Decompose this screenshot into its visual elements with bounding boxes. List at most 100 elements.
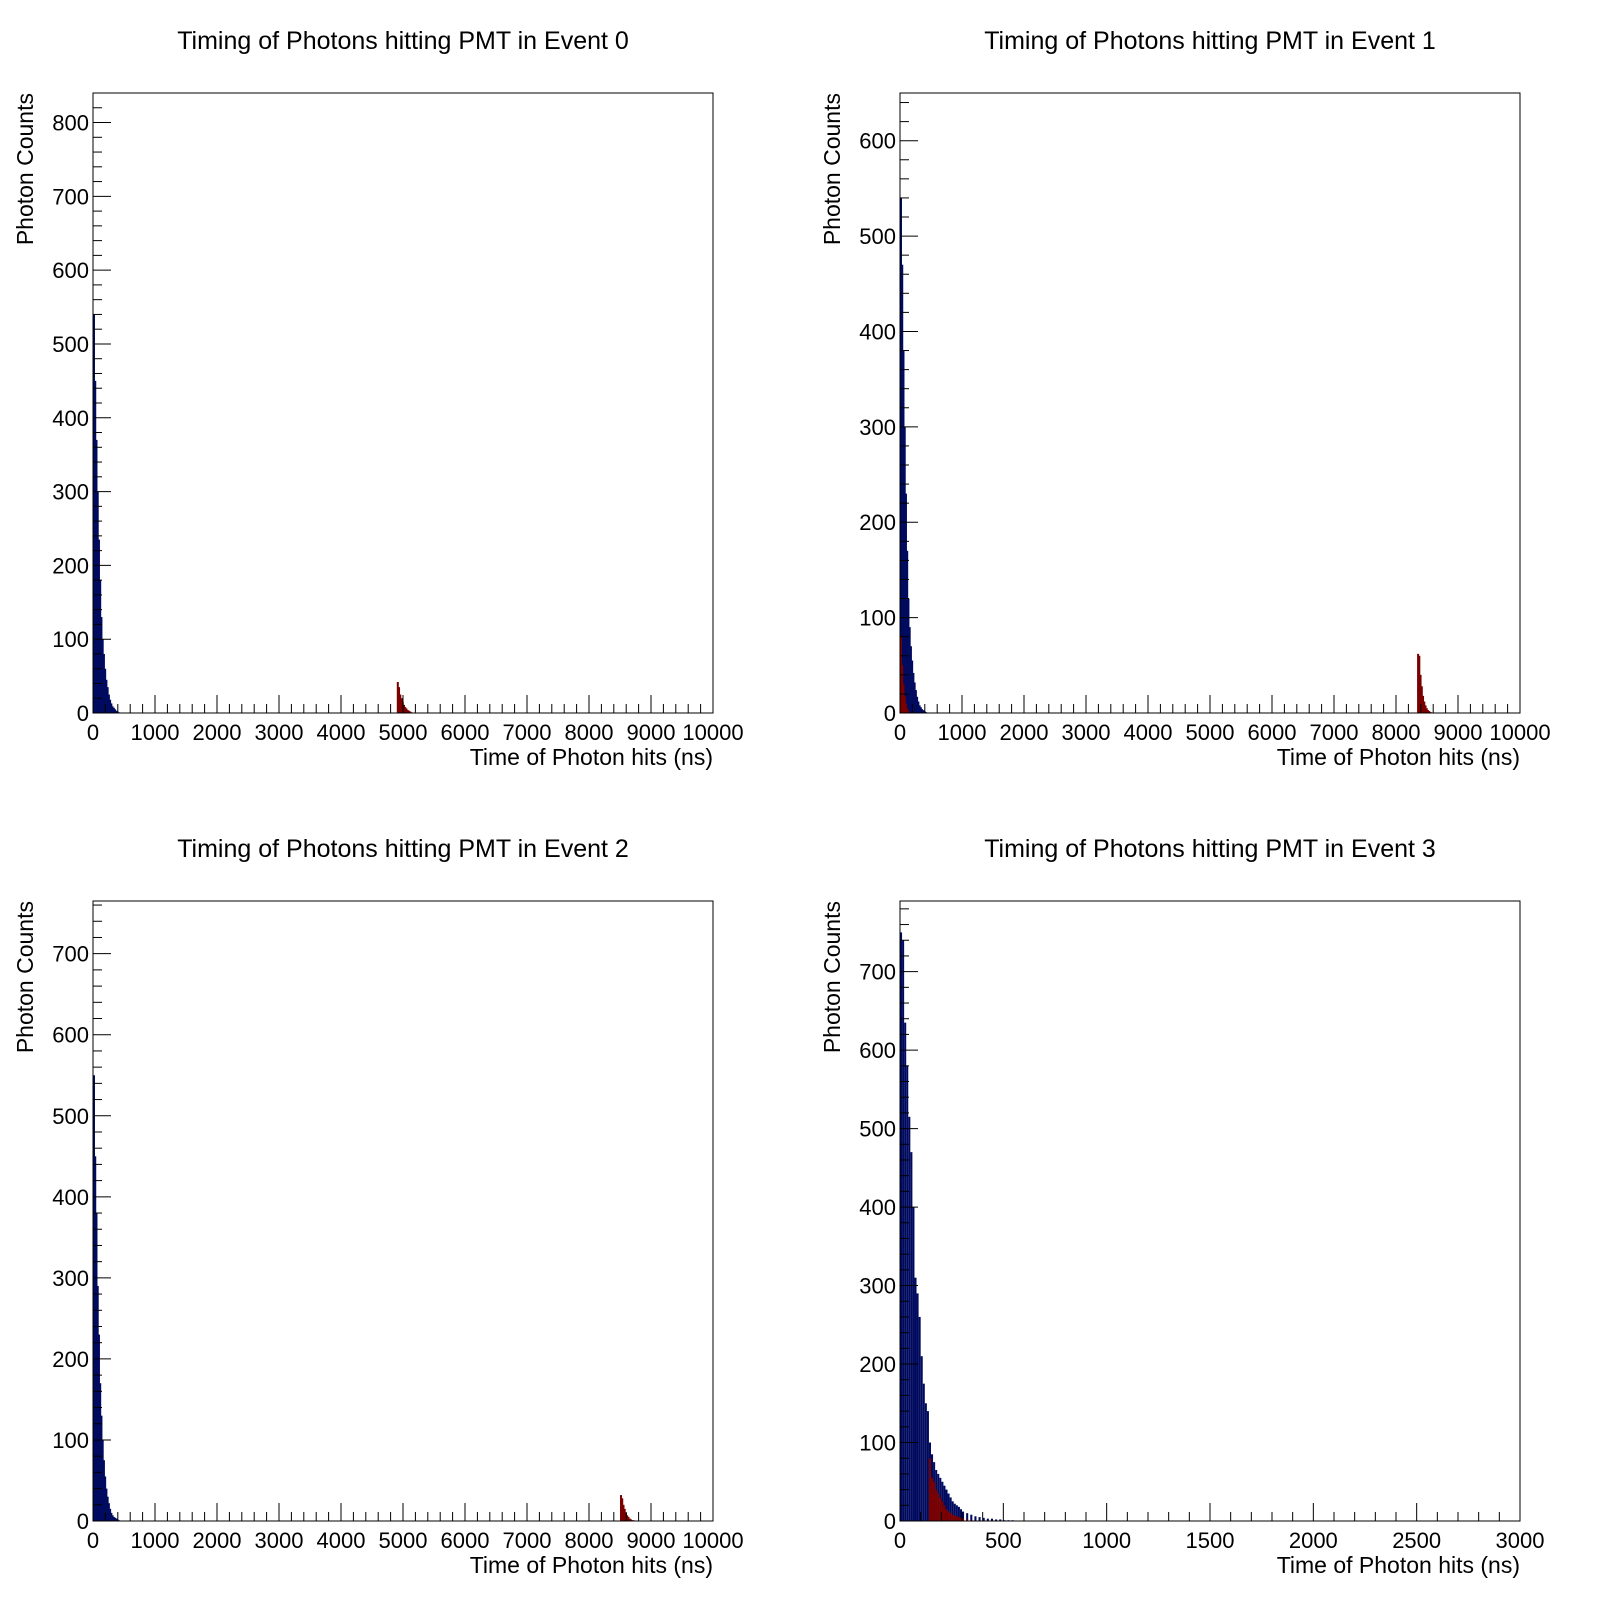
plot-frame [92, 900, 714, 1522]
bar-s0-18 [115, 1518, 118, 1521]
bar-s1-3 [400, 698, 403, 713]
bar-s0-16 [112, 707, 115, 713]
bar-s0-5 [910, 1152, 913, 1521]
bar-s0-10 [920, 1356, 923, 1521]
bar-s0-6 [100, 617, 103, 713]
bar-s0-6 [100, 1415, 103, 1521]
x-tick-label: 1000 [131, 720, 180, 745]
bar-s0-8 [102, 653, 105, 713]
x-tick-label: 4000 [1124, 720, 1173, 745]
bar-s1-3 [623, 1508, 626, 1521]
y-tick-label: 0 [77, 701, 89, 726]
x-tick-label: 10000 [1489, 720, 1550, 745]
bar-s1-7 [628, 1518, 631, 1521]
bar-s0-3 [96, 1285, 99, 1521]
chart-panel-1: Timing of Photons hitting PMT in Event 1… [819, 27, 1551, 770]
y-axis-label: Photon Counts [12, 93, 38, 245]
x-tick-label: 2000 [193, 1528, 242, 1553]
bar-s0-28 [957, 1506, 960, 1521]
bar-s1-2 [902, 684, 905, 713]
x-tick-label: 2000 [1289, 1528, 1338, 1553]
chart-panel-3: Timing of Photons hitting PMT in Event 3… [819, 835, 1544, 1578]
chart-title: Timing of Photons hitting PMT in Event 2 [177, 835, 629, 863]
x-tick-label: 2000 [193, 720, 242, 745]
y-tick-label: 200 [859, 1352, 896, 1377]
bar-s0-0 [93, 314, 95, 713]
y-tick-label: 0 [884, 1509, 896, 1534]
bar-s2-3 [1420, 686, 1423, 713]
bar-s0-7 [101, 1439, 104, 1521]
y-tick-label: 0 [77, 1509, 89, 1534]
bar-s0-7 [914, 1277, 917, 1521]
bar-s0-26 [953, 1503, 956, 1521]
x-tick-label: 8000 [565, 720, 614, 745]
bar-s0-15 [111, 706, 114, 713]
bar-s0-5 [99, 1383, 102, 1521]
bar-s0-1 [902, 940, 905, 1521]
bar-s0-2 [902, 350, 905, 713]
bar-s0-14 [917, 701, 920, 713]
bar-s0-13 [916, 696, 919, 713]
bar-s0-16 [919, 707, 922, 713]
bar-s1-5 [403, 704, 405, 713]
x-tick-label: 3000 [255, 720, 304, 745]
x-tick-label: 1000 [1082, 1528, 1131, 1553]
bar-s2-1 [1418, 655, 1421, 713]
bar-s0-8 [916, 1293, 919, 1521]
bar-s0-2 [95, 439, 98, 713]
bar-s0-14 [110, 703, 113, 713]
x-tick-label: 2500 [1392, 1528, 1441, 1553]
x-tick-label: 1000 [131, 1528, 180, 1553]
y-tick-label: 500 [52, 1104, 89, 1129]
bar-s0-0 [93, 1075, 95, 1521]
bar-s2-0 [1417, 653, 1420, 713]
x-tick-label: 500 [985, 1528, 1022, 1553]
x-tick-label: 4000 [317, 1528, 366, 1553]
bar-s0-17 [114, 709, 117, 713]
bar-s0-21 [943, 1485, 946, 1521]
bar-s0-13 [926, 1411, 929, 1521]
x-tick-label: 4000 [317, 720, 366, 745]
x-tick-label: 1500 [1186, 1528, 1235, 1553]
bar-s1-1 [931, 1477, 934, 1521]
bar-s1-6 [907, 711, 910, 713]
bar-s0-25 [951, 1501, 954, 1521]
bar-s0-9 [918, 1316, 921, 1521]
bar-s0-36 [986, 1518, 989, 1521]
bar-s0-13 [109, 1508, 112, 1521]
bar-s0-3 [96, 491, 99, 713]
bar-s0-23 [947, 1493, 950, 1521]
bar-s0-15 [111, 1515, 114, 1521]
x-tick-label: 7000 [1310, 720, 1359, 745]
y-tick-label: 300 [859, 415, 896, 440]
bar-s0-12 [914, 690, 917, 713]
bar-s0-4 [97, 1334, 100, 1521]
bar-s0-7 [101, 639, 104, 713]
y-tick-label: 700 [859, 960, 896, 985]
bar-s0-10 [105, 1488, 108, 1521]
y-tick-label: 100 [52, 1428, 89, 1453]
x-tick-label: 10000 [682, 1528, 743, 1553]
bar-s0-9 [911, 660, 914, 713]
bar-s0-12 [107, 694, 110, 713]
bar-s1-1 [398, 687, 401, 713]
x-tick-label: 6000 [1248, 720, 1297, 745]
y-tick-label: 400 [52, 1185, 89, 1210]
bar-s1-2 [399, 694, 402, 713]
y-tick-label: 500 [52, 332, 89, 357]
plot-frame [899, 900, 1521, 1522]
x-tick-label: 10000 [682, 720, 743, 745]
y-tick-label: 800 [52, 111, 89, 136]
bar-s1-1 [621, 1498, 624, 1521]
bar-s1-6 [627, 1516, 630, 1521]
bar-s1-7 [405, 708, 408, 713]
x-tick-label: 6000 [441, 1528, 490, 1553]
x-axis-label: Time of Photon hits (ns) [470, 1552, 713, 1578]
y-tick-label: 400 [859, 319, 896, 344]
bar-s1-8 [629, 1519, 632, 1521]
y-tick-label: 500 [859, 1117, 896, 1142]
bar-s0-18 [115, 710, 118, 713]
bar-s0-9 [104, 1476, 107, 1521]
bar-s1-15 [959, 1517, 962, 1521]
